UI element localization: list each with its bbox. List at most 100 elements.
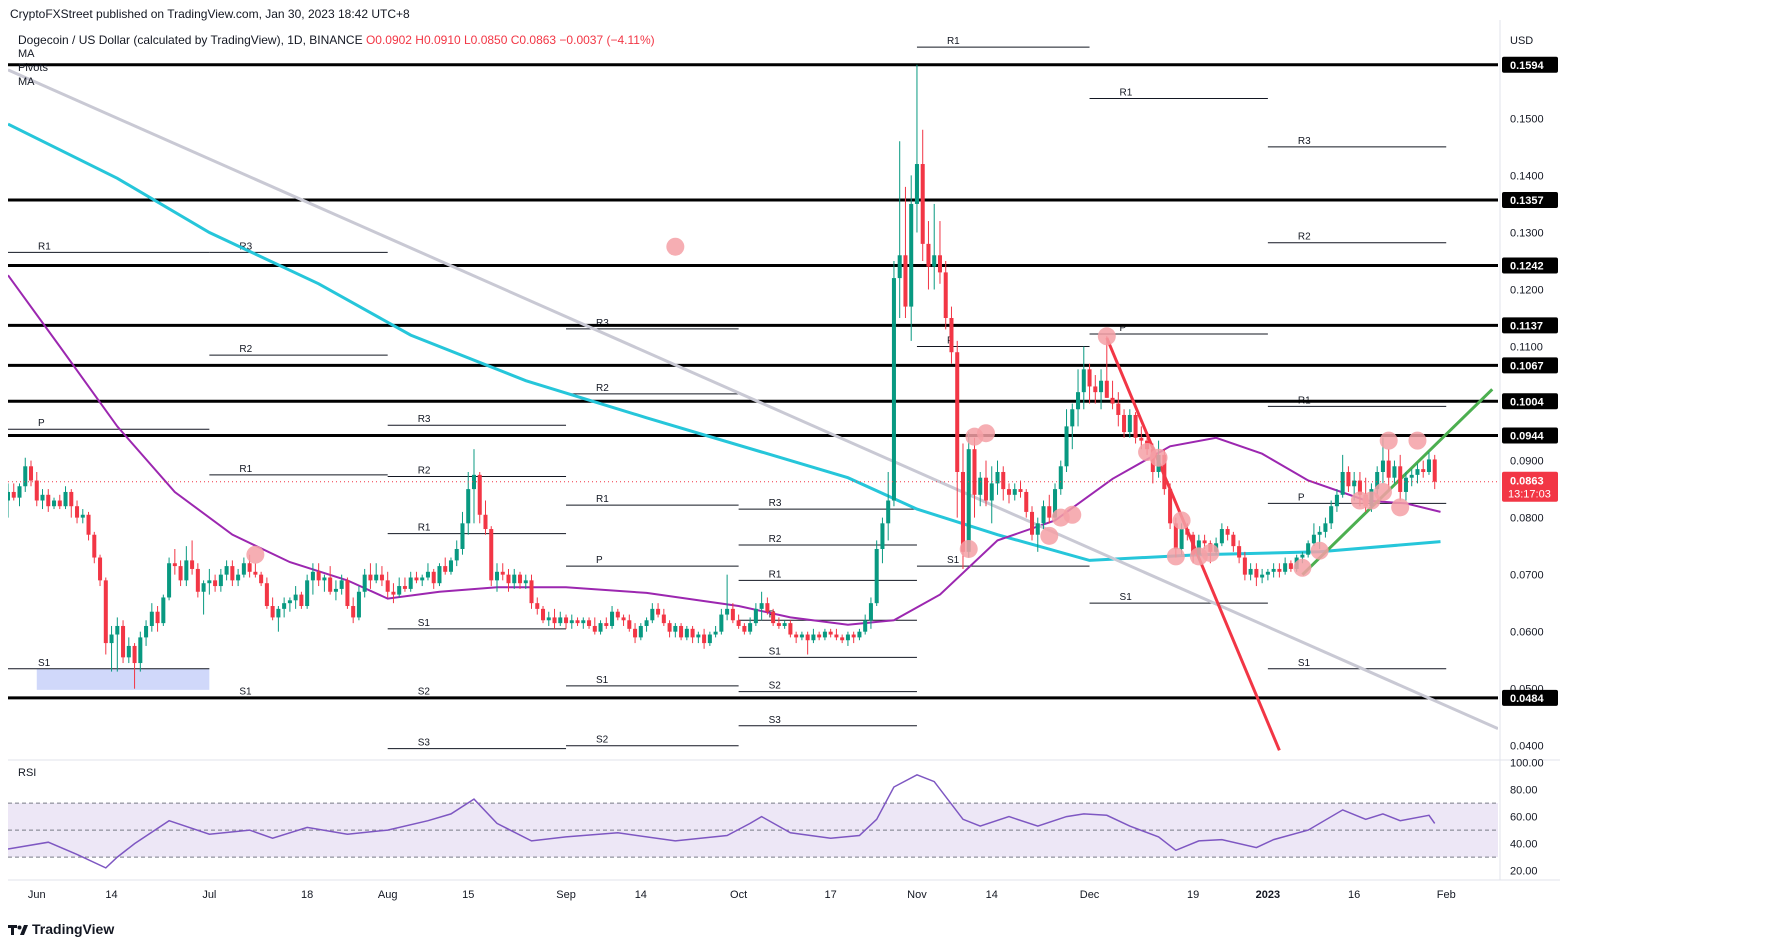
indicator-ma-fast[interactable]: MA (18, 48, 35, 60)
candle-body (903, 255, 908, 307)
candle (1064, 409, 1069, 472)
pivot-label-s1: S1 (596, 675, 609, 686)
candle-body (178, 566, 183, 581)
ma-fast-line (8, 274, 1441, 626)
candle (1012, 483, 1017, 501)
candle (57, 494, 62, 510)
candle-body (966, 449, 971, 552)
candle-body (345, 580, 350, 607)
candle-body (863, 620, 868, 632)
candle-body (356, 591, 361, 618)
candle-body (241, 563, 246, 575)
candle-body (512, 574, 517, 584)
candle-body (920, 164, 925, 244)
candle-body (230, 566, 235, 581)
candle (282, 597, 287, 618)
rsi-tick-label: 100.00 (1510, 758, 1544, 770)
time-tick-label: 16 (1348, 889, 1360, 901)
pivot-label-r1: R1 (1120, 87, 1133, 98)
candle (1099, 369, 1104, 410)
candle (552, 608, 557, 629)
candle-body (293, 594, 298, 601)
pivot-label-s1: S1 (769, 646, 782, 657)
candle-body (374, 574, 379, 581)
indicator-pivots[interactable]: Pivots (18, 62, 48, 74)
candle-body (1006, 489, 1012, 495)
candle-body (725, 608, 730, 615)
level-tag (1502, 393, 1558, 410)
pivot-label-s1: S1 (38, 658, 51, 669)
candle-body (679, 625, 684, 638)
candle (730, 603, 735, 624)
candle-body (765, 603, 770, 612)
candle-body (316, 571, 321, 581)
candle (241, 557, 246, 578)
level-tag-label: 0.0944 (1510, 430, 1545, 442)
candle-body (218, 574, 223, 587)
candle-body (1179, 529, 1184, 549)
candle (587, 617, 592, 629)
candle (874, 540, 879, 607)
candle (1076, 369, 1081, 427)
candle (966, 432, 971, 558)
candle-body (207, 580, 212, 584)
pivot-label-p: P (596, 555, 603, 566)
candle (368, 563, 373, 589)
time-tick-label: Sep (556, 889, 576, 901)
candle-body (1070, 409, 1075, 427)
level-tag (1502, 357, 1558, 374)
tradingview-brand[interactable]: TradingView (8, 921, 114, 937)
candle (765, 597, 770, 615)
rsi-tick-label: 80.00 (1510, 785, 1538, 797)
candle-body (385, 580, 390, 592)
candle (132, 643, 137, 689)
symbol-title[interactable]: Dogecoin / US Dollar (calculated by Trad… (18, 33, 363, 47)
candle (1323, 517, 1328, 538)
candle-body (52, 500, 57, 507)
candle (891, 260, 896, 507)
candle-body (759, 603, 764, 609)
candle-body (1191, 534, 1196, 555)
candle (1018, 480, 1023, 498)
candle-body (799, 634, 804, 638)
candle (713, 625, 718, 638)
candle (34, 471, 39, 507)
candle (903, 186, 908, 319)
candle-body (989, 483, 994, 501)
candle (1403, 471, 1408, 501)
candle-body (500, 571, 505, 575)
time-tick-label: 14 (986, 889, 998, 901)
price-tick-label: 0.0900 (1510, 456, 1544, 468)
candle-body (667, 623, 672, 632)
candle-body (1099, 380, 1104, 393)
last-price-tag (1502, 471, 1558, 502)
candle (103, 577, 108, 655)
level-tag-label: 0.1357 (1510, 195, 1544, 207)
candle-body (115, 625, 120, 635)
time-tick-label: 14 (105, 889, 117, 901)
indicator-ma-slow[interactable]: MA (18, 76, 35, 88)
candle (299, 591, 304, 609)
candle-body (1225, 529, 1230, 535)
candle-body (1168, 489, 1173, 524)
candle (149, 603, 154, 632)
level-tag (1502, 56, 1558, 73)
candle (1093, 375, 1098, 404)
candle-body (960, 471, 965, 552)
candle (512, 568, 517, 589)
level-tag (1502, 191, 1558, 208)
candle-body (69, 491, 74, 507)
rsi-line (8, 773, 1436, 869)
candle-body (144, 625, 149, 638)
candle-body (587, 620, 592, 626)
time-tick-label: 14 (635, 889, 647, 901)
time-tick-label: 15 (462, 889, 474, 901)
price-tick-label: 0.0800 (1510, 513, 1544, 525)
candle (362, 568, 367, 598)
candle-body (264, 583, 269, 607)
candle (920, 129, 925, 261)
candle-body (155, 611, 160, 624)
candle-body (420, 577, 425, 581)
candle-body (1288, 563, 1293, 569)
